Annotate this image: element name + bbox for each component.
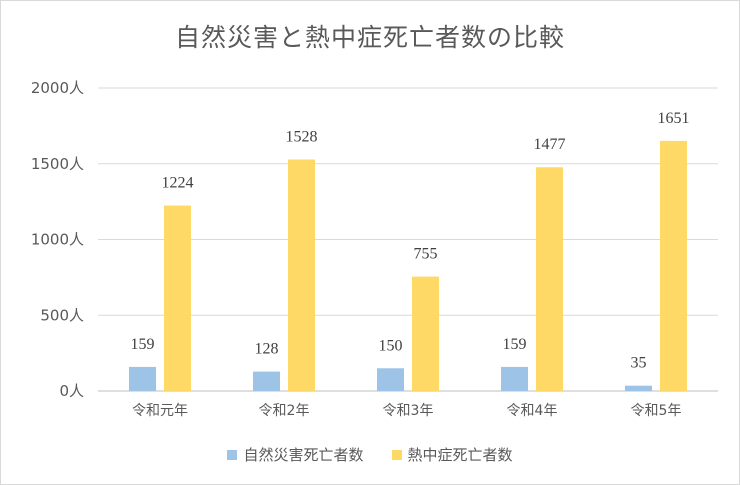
legend-item-disaster: 自然災害死亡者数 bbox=[227, 444, 364, 465]
legend-label-disaster: 自然災害死亡者数 bbox=[243, 446, 364, 464]
legend-swatch-disaster bbox=[227, 449, 238, 460]
bars bbox=[129, 140, 687, 391]
legend-item-heatstroke: 熱中症死亡者数 bbox=[391, 444, 513, 465]
bar-heatstroke bbox=[536, 167, 563, 391]
x-tick-label: 令和5年 bbox=[631, 403, 682, 419]
legend-swatch-heatstroke bbox=[391, 449, 402, 460]
data-label-disaster: 159 bbox=[131, 336, 155, 353]
data-label-heatstroke: 1477 bbox=[534, 136, 566, 153]
data-label-heatstroke: 1651 bbox=[658, 110, 690, 127]
bar-disaster bbox=[501, 366, 528, 391]
chart-title: 自然災害と熱中症死亡者数の比較 bbox=[174, 23, 565, 52]
y-tick-label: 0人 bbox=[59, 382, 84, 400]
data-label-disaster: 128 bbox=[255, 341, 279, 358]
x-tick-label: 令和元年 bbox=[132, 403, 188, 419]
legend-label-heatstroke: 熱中症死亡者数 bbox=[407, 446, 513, 464]
bar-heatstroke bbox=[412, 276, 439, 391]
y-tick-label: 500人 bbox=[40, 306, 84, 324]
data-label-heatstroke: 1528 bbox=[286, 129, 318, 146]
bar-disaster bbox=[129, 366, 156, 391]
bar-disaster bbox=[377, 368, 404, 391]
bar-heatstroke bbox=[164, 205, 191, 391]
data-label-disaster: 150 bbox=[379, 337, 403, 354]
data-label-heatstroke: 1224 bbox=[162, 175, 194, 192]
x-tick-label: 令和3年 bbox=[383, 403, 434, 419]
gridlines bbox=[98, 87, 718, 392]
x-tick-label: 令和2年 bbox=[259, 403, 310, 419]
legend: 自然災害死亡者数 熱中症死亡者数 bbox=[0, 444, 740, 465]
data-label-heatstroke: 755 bbox=[414, 246, 438, 263]
data-label-disaster: 159 bbox=[503, 336, 527, 353]
x-tick-label: 令和4年 bbox=[507, 403, 558, 419]
y-tick-label: 2000人 bbox=[31, 79, 84, 97]
bar-heatstroke bbox=[660, 140, 687, 391]
bar-disaster bbox=[253, 371, 280, 391]
bar-disaster bbox=[625, 385, 652, 391]
data-label-disaster: 35 bbox=[631, 355, 647, 372]
data-labels: 159 1224 128 1528 150 755 159 1477 35 1651 bbox=[131, 110, 690, 372]
y-axis-ticks: 0人 500人 1000人 1500人 2000人 bbox=[31, 79, 84, 400]
y-tick-label: 1000人 bbox=[31, 231, 84, 249]
y-tick-label: 1500人 bbox=[31, 155, 84, 173]
x-axis-ticks: 令和元年 令和2年 令和3年 令和4年 令和5年 bbox=[132, 403, 681, 419]
bar-heatstroke bbox=[288, 159, 315, 391]
